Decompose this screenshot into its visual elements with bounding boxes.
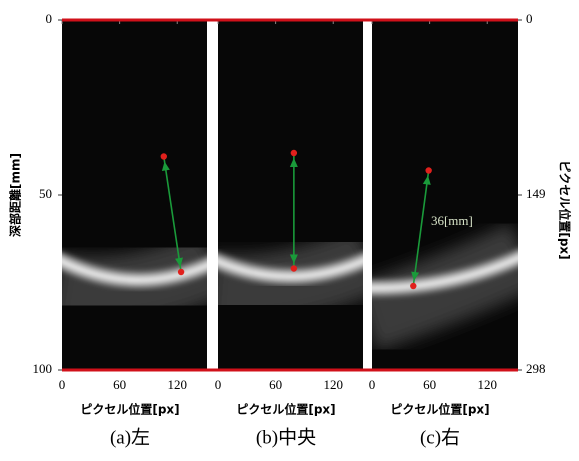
y-tick-label: 100 bbox=[33, 361, 53, 376]
x-tick-label: 120 bbox=[477, 377, 497, 392]
image-panel bbox=[210, 20, 370, 370]
y2-tick-label: 0 bbox=[526, 11, 533, 26]
panel-caption: (c)右 bbox=[420, 426, 460, 448]
y-axis-label: 深部距離[mm] bbox=[8, 153, 23, 237]
measure-point bbox=[291, 150, 297, 156]
x-tick-label: 60 bbox=[113, 377, 126, 392]
y-tick-label: 50 bbox=[39, 186, 52, 201]
x-tick-label: 120 bbox=[323, 377, 343, 392]
y2-tick-label: 149 bbox=[526, 186, 546, 201]
y2-tick-label: 298 bbox=[526, 361, 546, 376]
x-tick-label: 0 bbox=[369, 377, 376, 392]
x-axis-label: ピクセル位置[px] bbox=[80, 402, 179, 417]
x-tick-label: 0 bbox=[215, 377, 222, 392]
x-tick-label: 60 bbox=[423, 377, 436, 392]
measure-point bbox=[425, 167, 431, 173]
figure: 0 60 120 ピクセル位置[px] (a)左 0 60 120 ピクセル位置[px] (b)中… bbox=[0, 0, 579, 461]
panel-caption: (a)左 bbox=[110, 426, 150, 448]
x-tick-label: 0 bbox=[59, 377, 66, 392]
image-panel bbox=[365, 20, 525, 370]
panel-caption: (b)中央 bbox=[256, 426, 316, 448]
x-tick-label: 120 bbox=[167, 377, 187, 392]
measure-point bbox=[291, 265, 297, 271]
measure-point bbox=[410, 283, 416, 289]
y-tick-label: 0 bbox=[46, 11, 53, 26]
x-axis-label: ピクセル位置[px] bbox=[236, 402, 335, 417]
x-axis-label: ピクセル位置[px] bbox=[390, 402, 489, 417]
measure-point bbox=[161, 153, 167, 159]
measure-point bbox=[178, 269, 184, 275]
image-panel bbox=[55, 20, 215, 370]
y2-axis-label: ピクセル位置[px] bbox=[558, 160, 573, 259]
annotation: 36[mm] bbox=[431, 213, 473, 228]
x-tick-label: 60 bbox=[269, 377, 282, 392]
